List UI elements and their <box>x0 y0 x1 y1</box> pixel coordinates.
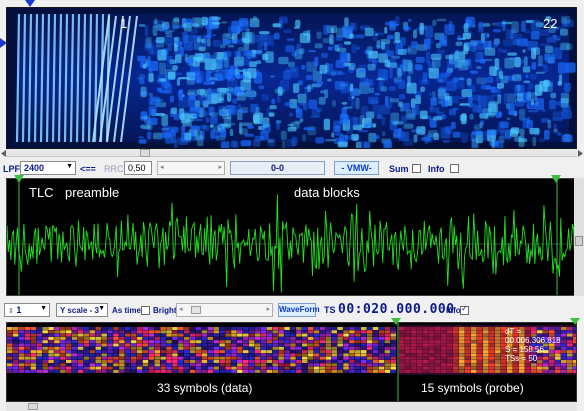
astime-checkbox[interactable] <box>141 306 150 315</box>
toolbar-top: LPF 2400 ▼ <== RRC 0,50 ◂ ▸ 0-0 - VMW- S… <box>0 159 584 177</box>
waveform-button[interactable]: WaveForm <box>278 303 320 317</box>
spectrogram-label-start: 1 <box>120 16 128 31</box>
info-checkbox-bottom[interactable]: ✓ <box>460 304 469 315</box>
brightness-slider[interactable]: ◂ ▸ <box>176 303 273 317</box>
checkmark-icon: ✓ <box>461 304 468 313</box>
symbol-map <box>7 323 576 401</box>
waveform-plot <box>7 179 576 295</box>
brightness-slider-thumb[interactable] <box>191 306 201 314</box>
lpf-select[interactable]: 2400 ▼ <box>20 161 76 175</box>
slider-left-arrow-icon[interactable]: ◂ <box>179 306 183 313</box>
measurement-readout: dT = 00.006.306.818 S = 158.56 TSs = 50 <box>505 327 576 363</box>
bright-label: Bright <box>153 306 177 315</box>
yscale-select[interactable]: Y scale - 3 ▼ <box>56 303 108 317</box>
readout-dt: dT = 00.006.306.818 <box>505 327 561 345</box>
chevron-down-icon: ▼ <box>40 305 47 312</box>
spectrogram-image <box>7 8 576 148</box>
info-label-bottom: Info <box>446 306 461 315</box>
vertical-scroll-thumb[interactable] <box>575 236 583 246</box>
slider-right-arrow-icon[interactable]: ▸ <box>266 306 270 313</box>
slider-right-arrow-icon[interactable]: ▸ <box>218 164 222 171</box>
sum-checkbox[interactable] <box>412 164 421 173</box>
waveform-vertical-scrollbar[interactable] <box>574 178 584 296</box>
scroll-left-arrow-icon[interactable] <box>1 150 6 157</box>
rrc-slider[interactable]: ◂ ▸ <box>157 161 225 175</box>
left-position-marker[interactable] <box>0 38 7 48</box>
symbol-divider-marker[interactable] <box>391 318 401 325</box>
chevron-down-icon: ▼ <box>66 163 73 170</box>
readout-s: S = 158.56 <box>505 345 544 354</box>
waveform-start-marker[interactable] <box>14 175 24 183</box>
rrc-value: 0,50 <box>128 163 146 173</box>
rrc-label: RRC <box>104 164 124 174</box>
offset-readout-value: 0-0 <box>270 163 284 173</box>
ts-label: TS <box>324 305 336 315</box>
bottom-scroll-thumb[interactable] <box>28 403 38 410</box>
sum-label: Sum <box>389 164 409 174</box>
astime-label: As time <box>112 306 141 315</box>
top-position-marker[interactable] <box>25 0 35 7</box>
channel-stepper[interactable]: ⇕ 1 ▼ <box>4 303 50 317</box>
symbol-panel[interactable]: 33 symbols (data) 15 symbols (probe) dT … <box>6 322 577 402</box>
data-blocks-label: data blocks <box>294 185 360 200</box>
spectrogram-panel[interactable]: 1 22 <box>6 7 577 149</box>
tlc-label: TLC <box>29 185 54 200</box>
slider-left-arrow-icon[interactable]: ◂ <box>160 164 164 171</box>
chevron-down-icon: ▼ <box>98 305 105 312</box>
data-symbols-label: 33 symbols (data) <box>157 381 253 395</box>
offset-readout: 0-0 <box>230 161 325 175</box>
waveform-button-label: WaveForm <box>279 305 320 314</box>
apply-arrow-button[interactable]: <== <box>80 164 96 174</box>
info-label-top: Info <box>428 164 445 174</box>
probe-symbols-label: 15 symbols (probe) <box>421 381 524 395</box>
lpf-label: LPF <box>3 164 20 174</box>
stepper-icon[interactable]: ⇕ <box>8 308 14 315</box>
waveform-panel[interactable]: TLC preamble data blocks <box>6 178 577 296</box>
toolbar-bottom: ⇕ 1 ▼ Y scale - 3 ▼ As time Bright ◂ ▸ W… <box>0 300 584 320</box>
rrc-input[interactable]: 0,50 <box>124 161 152 175</box>
timestamp-readout: 00:020.000.000 <box>338 302 455 317</box>
bottom-scrollbar[interactable] <box>6 402 577 411</box>
info-checkbox-top[interactable] <box>450 164 459 173</box>
yscale-value: Y scale - 3 <box>60 306 99 315</box>
preamble-label: preamble <box>65 185 120 200</box>
spectrogram-label-end: 22 <box>543 16 558 31</box>
vmw-button[interactable]: - VMW- <box>334 161 379 175</box>
readout-tss: TSs = 50 <box>505 354 538 363</box>
symbol-end-marker[interactable] <box>570 318 580 325</box>
waveform-end-marker[interactable] <box>551 175 561 183</box>
scroll-right-arrow-icon[interactable] <box>578 150 583 157</box>
vmw-button-label: - VMW- <box>341 163 372 173</box>
spectrogram-scrollbar[interactable] <box>6 149 577 157</box>
lpf-value: 2400 <box>24 163 45 173</box>
stepper-value: 1 <box>16 305 22 315</box>
scroll-thumb[interactable] <box>140 149 150 157</box>
